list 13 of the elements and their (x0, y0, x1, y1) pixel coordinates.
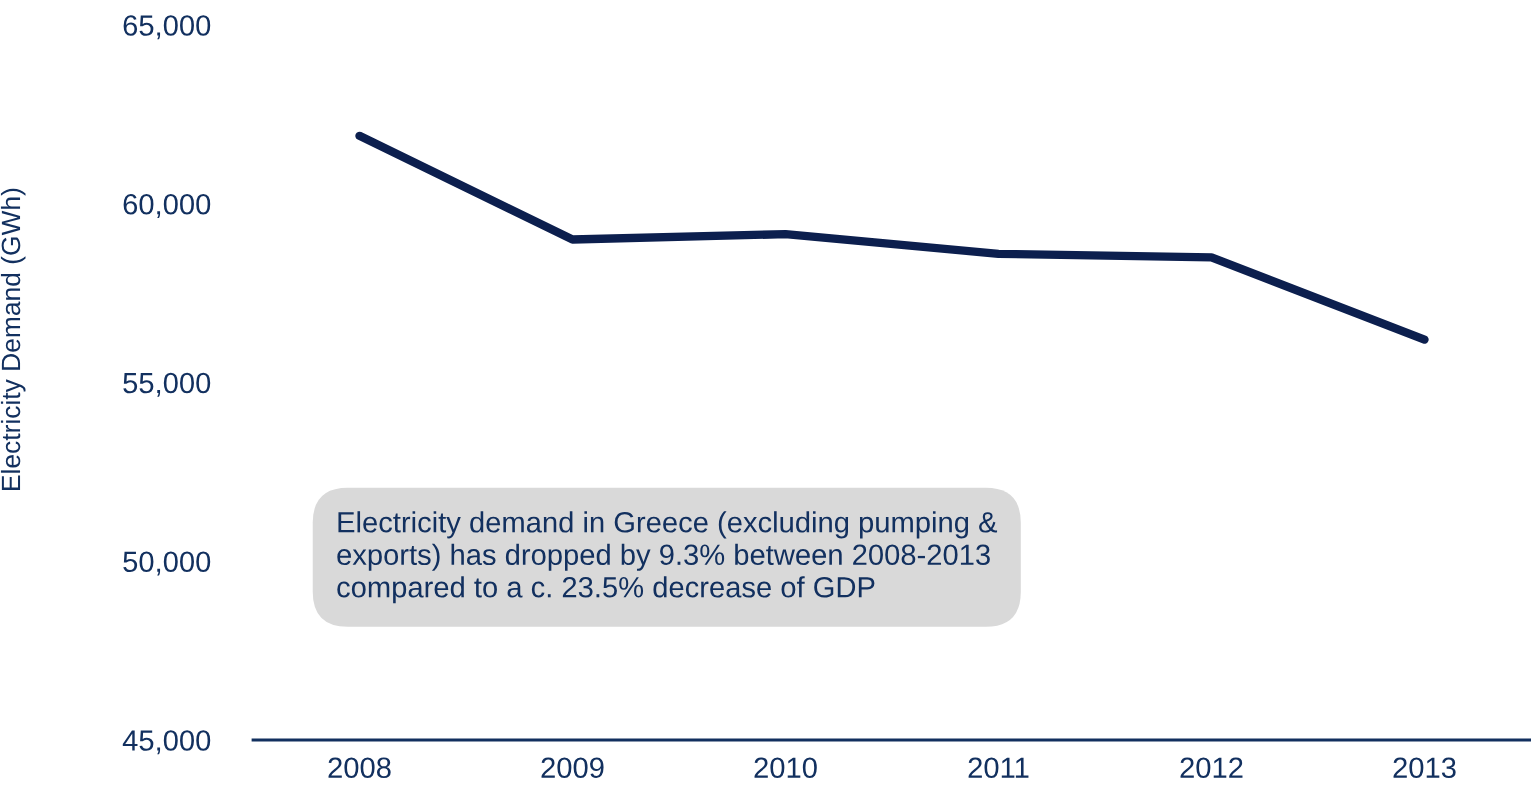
y-tick-label: 55,000 (123, 372, 211, 397)
annotation: Electricity demand in Greece (excluding pumping & exports) has dropped by 9.3% between 2008-2013 compared to a c. 23.5% decrease of GDP (337, 511, 998, 604)
y-tick-label: 50,000 (123, 551, 211, 576)
y-tick-label: 65,000 (123, 15, 211, 40)
x-tick-label: 2008 (328, 757, 391, 779)
x-tick-label: 2009 (541, 757, 604, 779)
x-tick-label: 2013 (1393, 757, 1456, 779)
x-tick-label: 2011 (968, 757, 1029, 779)
y-axis-title: Electricity Demand (GWh) (0, 188, 26, 490)
x-tick-label: 2010 (754, 757, 817, 779)
y-tick-label: 60,000 (123, 193, 211, 219)
y-tick-label: 45,000 (122, 730, 211, 755)
x-tick-label: 2012 (1180, 757, 1243, 779)
